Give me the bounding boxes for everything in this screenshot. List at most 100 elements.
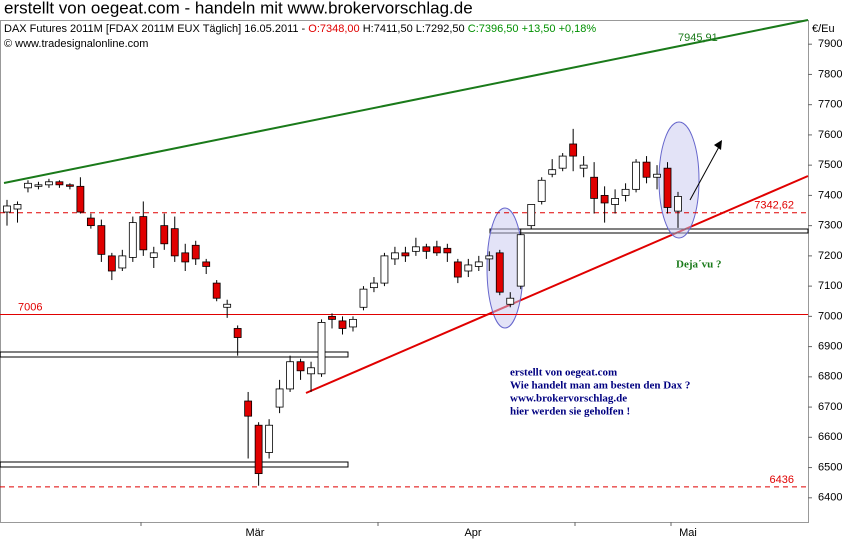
y-tick-label: 7400 [818,189,842,201]
candle-body [443,247,452,254]
candle-body [107,255,116,272]
candle-body [328,315,336,320]
annotation: erstellt von oegeat.com [510,367,617,379]
instrument: DAX Futures 2011M [FDAX 2011M EUX Täglic… [4,23,306,35]
chart-title: erstellt von oegeat.com - handeln mit ww… [4,0,473,17]
annotation: www.brokervorschlag.de [510,393,627,405]
candle-body [506,297,515,305]
y-unit: €/Eu [812,23,835,35]
candle-body [244,400,253,417]
candle-body [653,173,661,178]
support-zone [0,461,349,468]
candle-body [370,282,378,289]
candle-body [516,234,525,287]
x-tick-label: Mai [679,527,697,539]
candle-body [170,228,179,257]
candle-body [349,318,357,328]
candle-body [590,176,599,199]
x-tick-label: Mär [246,527,265,539]
candle-body [254,424,263,475]
plot-area [0,20,809,523]
candle-body [212,282,221,299]
candle-body [202,261,211,267]
candle-body [527,204,536,227]
candle-body [275,388,284,408]
annotation: Wie handelt man am besten den Dax ? [510,380,690,392]
candle-body [160,225,169,245]
candle-body [621,188,630,196]
candle-body [464,264,473,272]
candle-body [139,216,148,251]
candle-body [265,424,274,453]
y-tick-label: 6700 [818,401,842,413]
deja-vu: Deja´vu ? [676,259,722,271]
candle-body [642,161,651,178]
candle-body [223,303,232,308]
y-tick-label: 6500 [818,461,842,473]
highlight-ellipse [658,121,700,239]
candle-body [485,255,494,260]
candle-body [422,246,431,252]
candle-body [380,255,389,284]
candle-body [286,361,294,390]
trend-label: 7945,91 [678,32,718,44]
candle-body [86,217,95,227]
candle-body [76,185,85,213]
level-label: 7342,62 [754,200,794,212]
arrow [689,144,721,201]
hlc-info: H:7411,50 L:7292,50 [363,23,465,35]
candle-body [579,164,588,169]
x-tick-label: Apr [464,527,481,539]
level-label: 6436 [770,474,794,486]
arrow-head [714,140,722,150]
candle-body [3,205,11,213]
y-tick-label: 7700 [818,99,842,111]
candle-body [548,169,557,175]
candle-body [411,246,420,252]
candle-body [97,225,106,255]
candle-body [495,252,504,293]
candle-body [453,261,462,278]
candle-body [537,179,546,202]
candle-body [118,255,127,269]
y-tick-label: 7500 [818,159,842,171]
candle-body [24,182,32,189]
candle-body [149,252,158,258]
level-label: 7006 [18,301,42,313]
candle-body [611,198,619,205]
y-tick-label: 7100 [818,280,842,292]
candle-body [13,204,22,210]
candle-body [359,288,368,308]
candle-body [233,328,242,338]
close-info: C:7396,50 +13,50 +0,18% [468,23,597,35]
candle-body [338,320,347,329]
candle-body [401,252,410,257]
candle-body [317,322,326,375]
green-trendline [3,19,809,184]
instrument-info: DAX Futures 2011M [FDAX 2011M EUX Täglic… [4,23,596,35]
candle-body [66,184,74,187]
candle-body [181,252,190,263]
candle-body [558,155,567,169]
candle-body [307,367,315,375]
candle-body [600,194,609,204]
candle-body [45,181,53,186]
candle-body [128,222,137,258]
candle-body [632,161,640,190]
candle-body [569,143,578,157]
y-tick-label: 7200 [818,250,842,262]
candle-body [432,246,441,254]
support-zone [0,351,349,358]
y-tick-label: 7800 [818,68,842,80]
candle-body [55,181,64,186]
support-zone [489,228,809,234]
candle-body [663,167,672,208]
candle-body [34,184,43,187]
candle-body [674,196,682,212]
candle-body [391,252,399,260]
candle-body [191,244,200,260]
y-tick-label: 7600 [818,129,842,141]
y-tick-label: 6400 [818,492,842,504]
candle-body [296,361,305,372]
